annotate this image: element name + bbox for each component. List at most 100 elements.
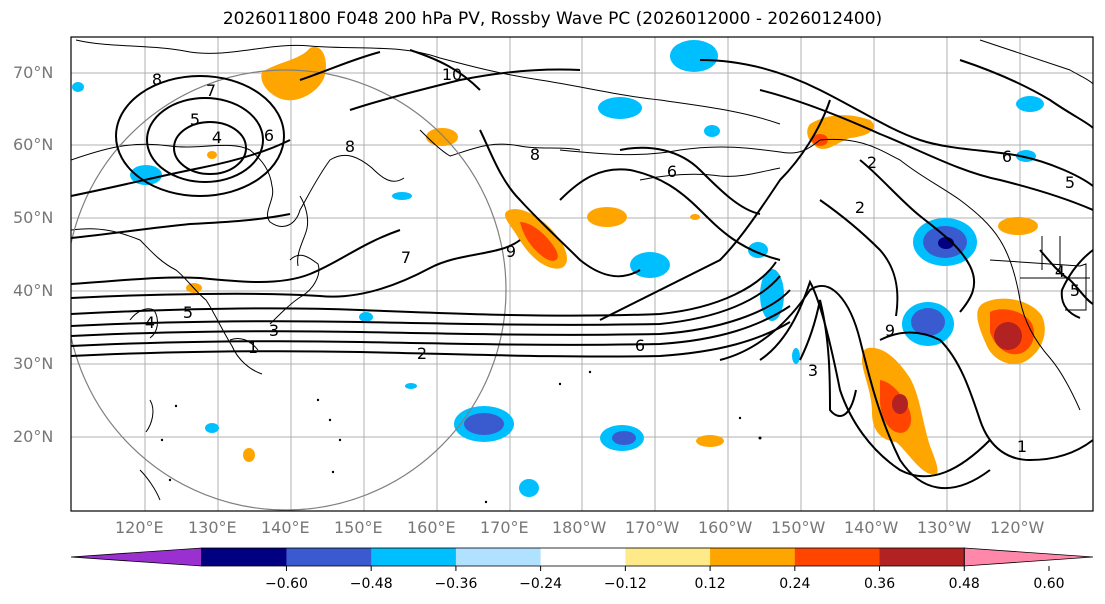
positive-anomaly [587,207,627,227]
colorbar-block [625,548,711,566]
longitude-label: 150°W [771,518,826,537]
contour-label: 6 [635,336,645,355]
contour-label: 2 [417,344,427,363]
positive-anomaly [994,322,1022,350]
negative-anomaly [612,431,636,445]
contour-label: 6 [667,162,677,181]
longitude-label: 180°W [552,518,607,537]
colorbar-tick-label: 0.60 [1033,576,1065,592]
colorbar-tick-label: −0.24 [519,576,563,592]
range-circle [71,69,507,511]
colorbar-extend-max [963,547,1094,567]
contour-label: 4 [212,128,222,147]
contour-label: 5 [190,110,200,129]
negative-anomaly [359,312,373,322]
contour-label: 5 [1065,173,1075,192]
negative-anomaly [670,40,718,72]
colorbar-tick-label: 0.12 [694,576,726,592]
colorbar-tick-label: 0.48 [948,576,980,592]
colorbar-tick-label: −0.12 [603,576,647,592]
longitude-label: 130°E [188,518,237,537]
longitude-label: 140°W [844,518,899,537]
contour-label: 2 [867,153,877,172]
latitude-label: 40°N [13,281,54,300]
latitude-label: 70°N [13,63,54,82]
latitude-label: 20°N [13,427,54,446]
colorbar-block [371,548,457,566]
contour-label: 3 [269,321,279,340]
positive-anomaly [426,128,458,146]
colorbar-tick-label: −0.36 [434,576,478,592]
positive-anomaly [696,435,724,447]
positive-anomaly [998,217,1038,235]
positive-anomaly [520,222,558,261]
positive-anomaly [892,394,908,414]
contour-label: 9 [506,242,516,261]
contour-label: 5 [1070,281,1080,300]
latitude-label: 60°N [13,135,54,154]
negative-anomaly [130,165,162,185]
colorbar-frame [201,547,965,567]
positive-anomaly [690,214,700,220]
contour-label: 2 [855,198,865,217]
longitude-label: 120°W [990,518,1045,537]
contour-label: 6 [1002,147,1012,166]
colorbar-block [879,548,965,566]
pv-contours [71,49,1093,489]
contour-label: 9 [885,321,895,340]
negative-anomaly [792,348,800,364]
colorbar-block [286,548,372,566]
colorbar-tick-label: −0.60 [265,576,308,592]
longitude-label: 120°E [115,518,164,537]
colorbar-block [794,548,881,566]
colorbar-tick-label: −0.48 [349,576,393,592]
latitude-label: 50°N [13,208,54,227]
positive-anomaly [207,151,217,159]
colorbar-block [455,548,542,566]
contour-label: 6 [264,126,274,145]
negative-anomaly [630,252,670,278]
contour-label: 8 [152,70,162,89]
colorbar-extend-min [70,547,203,567]
contour-label: 1 [1017,437,1027,456]
contour-label: 8 [345,137,355,156]
map-title: 2026011800 F048 200 hPa PV, Rossby Wave … [222,9,883,29]
colorbar-block [201,548,287,566]
contour-label: 7 [206,81,216,100]
negative-anomaly [392,192,412,200]
negative-anomaly [1016,96,1044,112]
contour-label: 1 [248,338,258,357]
negative-anomaly [205,423,219,433]
latitude-label: 30°N [13,354,54,373]
negative-anomaly [72,82,84,92]
negative-anomaly [598,97,642,119]
longitude-label: 170°E [480,518,529,537]
negative-anomaly [704,125,720,137]
negative-anomaly [911,308,945,336]
colorbar-block [540,548,626,566]
contour-label: 4 [145,313,155,332]
contour-label: 7 [401,248,411,267]
map-frame [70,36,1094,512]
positive-anomaly [261,46,327,101]
longitude-label: 160°E [407,518,456,537]
negative-anomaly [464,413,504,435]
longitude-label: 130°W [917,518,972,537]
longitude-label: 160°W [698,518,753,537]
negative-anomaly [405,383,417,389]
negative-anomaly [519,479,539,497]
longitude-label: 140°E [261,518,310,537]
colorbar-block [710,548,796,566]
colorbar-tick-label: 0.36 [863,576,896,592]
gridlines [71,37,1093,511]
positive-anomaly [243,448,255,462]
contour-label: 5 [183,303,193,322]
contour-label: 10 [442,65,462,84]
colorbar-tick-label: 0.24 [779,576,811,592]
longitude-label: 170°W [625,518,680,537]
contour-label: 3 [808,361,818,380]
contour-label: 4 [1055,262,1065,281]
colorbar [70,547,1094,571]
